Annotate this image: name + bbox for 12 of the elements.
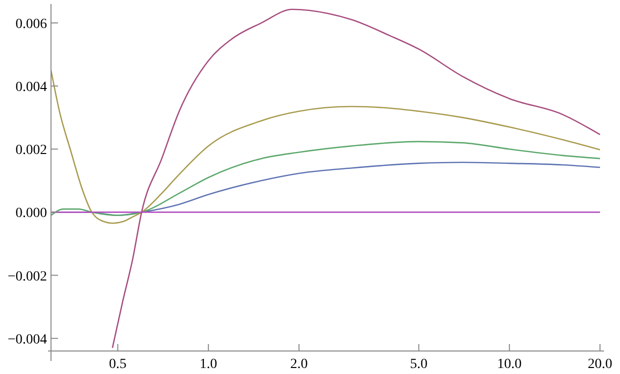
y-tick-label: 0.002 <box>16 143 47 158</box>
y-tick-label: −0.002 <box>8 269 47 284</box>
x-tick-label: 10.0 <box>497 357 522 372</box>
x-tick-label: 0.5 <box>109 357 127 372</box>
x-tick-label: 2.0 <box>290 357 308 372</box>
x-tick-label: 20.0 <box>588 357 612 372</box>
y-tick-label: −0.004 <box>8 332 47 348</box>
x-tick-label: 5.0 <box>410 357 428 372</box>
y-tick-label: 0.000 <box>16 206 47 222</box>
y-tick-label: 0.004 <box>16 80 47 96</box>
x-tick-label: 1.0 <box>200 357 218 372</box>
y-tick-label: 0.006 <box>16 16 47 32</box>
